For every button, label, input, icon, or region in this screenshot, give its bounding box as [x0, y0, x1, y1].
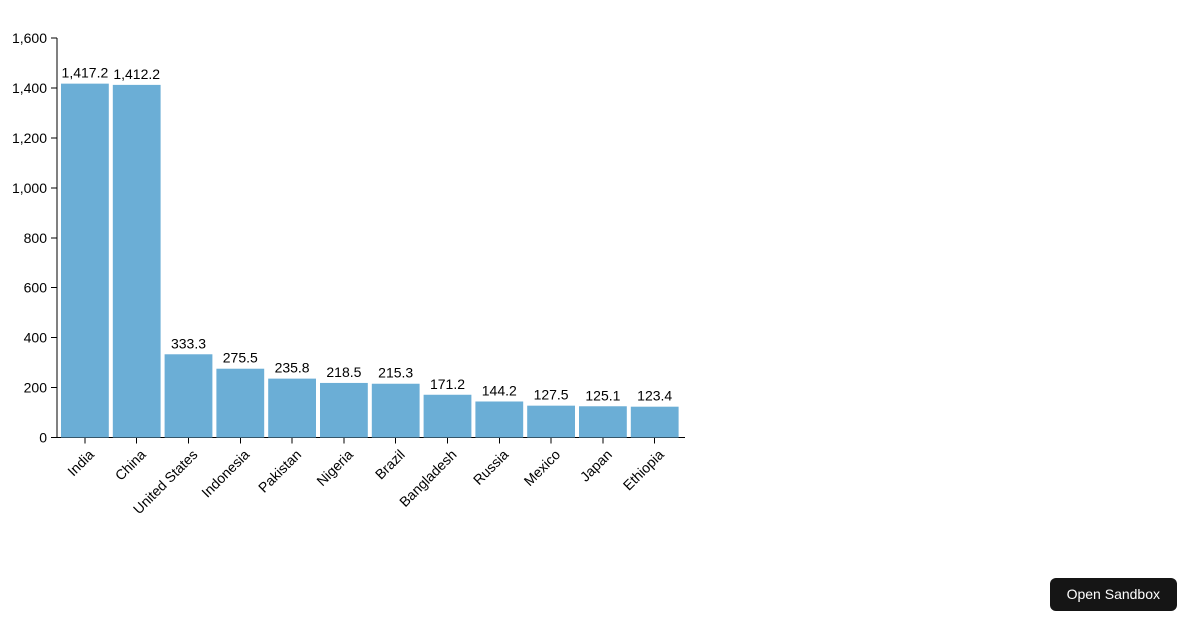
bar-value-label-brazil: 215.3	[378, 365, 413, 381]
bar-china	[112, 84, 161, 438]
bar-value-label-india: 1,417.2	[62, 65, 109, 81]
bar-value-label-united-states: 333.3	[171, 335, 206, 351]
x-axis-tick-label-russia: Russia	[470, 446, 512, 488]
x-axis-tick-label-mexico: Mexico	[521, 446, 564, 489]
x-axis-tick-label-japan: Japan	[577, 446, 615, 484]
y-axis-tick-label: 1,200	[12, 130, 47, 146]
x-axis-tick-label-nigeria: Nigeria	[313, 446, 356, 489]
bar-value-label-mexico: 127.5	[534, 387, 569, 403]
bar-brazil	[371, 383, 420, 438]
bar-pakistan	[268, 378, 316, 438]
bar-value-label-pakistan: 235.8	[275, 360, 310, 376]
bar-nigeria	[320, 382, 368, 438]
bar-japan	[579, 406, 627, 438]
bar-india	[61, 83, 109, 438]
bar-indonesia	[216, 368, 265, 438]
y-axis-tick-label: 600	[24, 280, 48, 296]
y-axis-tick-label: 400	[24, 330, 48, 346]
bar-value-label-russia: 144.2	[482, 382, 517, 398]
bar-russia	[475, 401, 524, 438]
x-axis-tick-label-brazil: Brazil	[372, 446, 408, 482]
open-sandbox-button[interactable]: Open Sandbox	[1049, 578, 1177, 611]
x-axis-tick-label-pakistan: Pakistan	[255, 446, 304, 495]
x-axis-tick-label-china: China	[112, 446, 149, 483]
bar-value-label-ethiopia: 123.4	[637, 388, 672, 404]
population-bar-chart: 0 200 400 600 800 1,000 1,200 1,400 1,600 1,417.2…	[12, 30, 685, 517]
bar-ethiopia	[630, 406, 679, 438]
x-axis-tick-label-ethiopia: Ethiopia	[620, 446, 667, 493]
y-axis-tick-label: 800	[24, 230, 48, 246]
y-axis-tick-label: 1,000	[12, 180, 47, 196]
x-axis-tick-label-india: India	[64, 446, 97, 479]
y-axis-tick-label: 0	[39, 430, 47, 446]
bar-bangladesh	[423, 394, 472, 438]
y-axis-tick-label: 200	[24, 380, 48, 396]
bar-value-label-china: 1,412.2	[113, 66, 160, 82]
y-axis-tick-label: 1,400	[12, 80, 47, 96]
bar-mexico	[527, 405, 575, 438]
bar-value-label-nigeria: 218.5	[326, 364, 361, 380]
bar-value-label-japan: 125.1	[585, 387, 620, 403]
bar-chart-svg: 0 200 400 600 800 1,000 1,200 1,400 1,600 1,417.2…	[12, 30, 685, 517]
bar-value-label-indonesia: 275.5	[223, 350, 258, 366]
bar-value-label-bangladesh: 171.2	[430, 376, 465, 392]
bar-united-states	[164, 354, 213, 438]
x-axis-tick-label-indonesia: Indonesia	[198, 446, 252, 500]
y-axis-tick-label: 1,600	[12, 30, 47, 46]
